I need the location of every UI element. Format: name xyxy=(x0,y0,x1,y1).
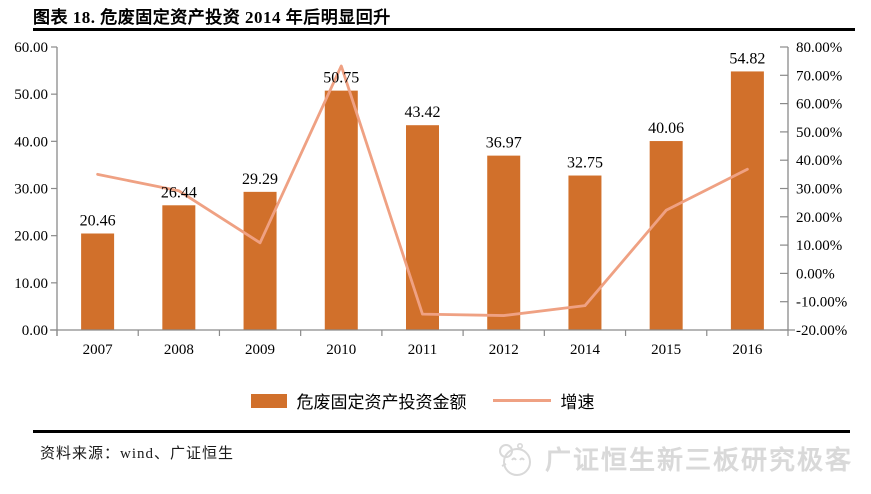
bar-2015 xyxy=(649,141,683,330)
watermark-text: 广证恒生新三板研究极客 xyxy=(544,445,853,475)
bar-data-label: 40.06 xyxy=(648,120,684,137)
legend-line-label: 增速 xyxy=(560,393,595,412)
bar-data-label: 50.75 xyxy=(323,70,359,87)
bar-data-label: 43.42 xyxy=(405,104,441,121)
bar-data-label: 32.75 xyxy=(567,155,603,172)
x-tick-label: 2007 xyxy=(83,342,114,358)
legend-bar-swatch xyxy=(250,393,287,408)
watermark: 广证恒生新三板研究极客 xyxy=(493,438,853,478)
legend-line-swatch xyxy=(492,399,551,402)
y-right-tick-label: 20.00% xyxy=(796,210,842,226)
y-left-tick-label: 60.00 xyxy=(14,40,48,56)
bar-data-label: 36.97 xyxy=(486,135,522,152)
bar-2012 xyxy=(487,155,521,330)
footer-divider xyxy=(33,430,850,433)
y-right-tick-label: -20.00% xyxy=(796,323,847,339)
y-left-tick-label: 20.00 xyxy=(14,229,48,245)
title-divider xyxy=(33,28,855,31)
y-right-tick-label: 0.00% xyxy=(796,266,835,282)
y-right-tick-label: 60.00% xyxy=(796,97,842,113)
y-left-tick-label: 40.00 xyxy=(14,134,48,150)
x-tick-label: 2011 xyxy=(408,342,437,358)
growth-line xyxy=(96,64,749,317)
y-right-tick-label: 80.00% xyxy=(796,40,842,56)
x-tick-label: 2009 xyxy=(245,342,275,358)
bar-2011 xyxy=(406,125,439,330)
y-right-tick-label: 10.00% xyxy=(796,238,842,254)
source-note: 资料来源：wind、广证恒生 xyxy=(40,446,235,462)
legend-bar-label: 危废固定资产投资金额 xyxy=(296,393,467,412)
x-tick-label: 2012 xyxy=(489,342,519,358)
x-tick-label: 2015 xyxy=(651,342,681,358)
bar-2008 xyxy=(162,205,196,330)
bar-2016 xyxy=(730,71,764,330)
y-left-tick-label: 10.00 xyxy=(14,276,48,292)
y-right-tick-label: 70.00% xyxy=(796,68,842,84)
x-tick-label: 2010 xyxy=(326,342,356,358)
mascot-icon xyxy=(498,443,531,476)
bar-data-label: 29.29 xyxy=(242,171,278,188)
bar-data-label: 26.44 xyxy=(161,184,197,201)
y-left-tick-label: 30.00 xyxy=(14,182,48,198)
y-right-tick-label: 40.00% xyxy=(796,153,842,169)
figure-title: 图表 18. 危废固定资产投资 2014 年后明显回升 xyxy=(33,8,391,27)
bar-2007 xyxy=(81,233,115,330)
bar-2010 xyxy=(324,90,358,330)
y-left-tick-label: 0.00 xyxy=(22,323,48,339)
y-left-tick-label: 50.00 xyxy=(14,87,48,103)
x-tick-label: 2016 xyxy=(732,342,763,358)
bar-data-label: 20.46 xyxy=(80,212,116,229)
bar-data-label: 54.82 xyxy=(729,50,765,67)
y-right-tick-label: 50.00% xyxy=(796,125,842,141)
x-tick-label: 2008 xyxy=(164,342,194,358)
y-right-tick-label: -10.00% xyxy=(796,295,847,311)
bar-2009 xyxy=(243,191,277,330)
chart-legend: 危废固定资产投资金额 增速 xyxy=(57,388,788,413)
x-tick-label: 2014 xyxy=(570,342,601,358)
y-right-tick-label: 30.00% xyxy=(796,182,842,198)
